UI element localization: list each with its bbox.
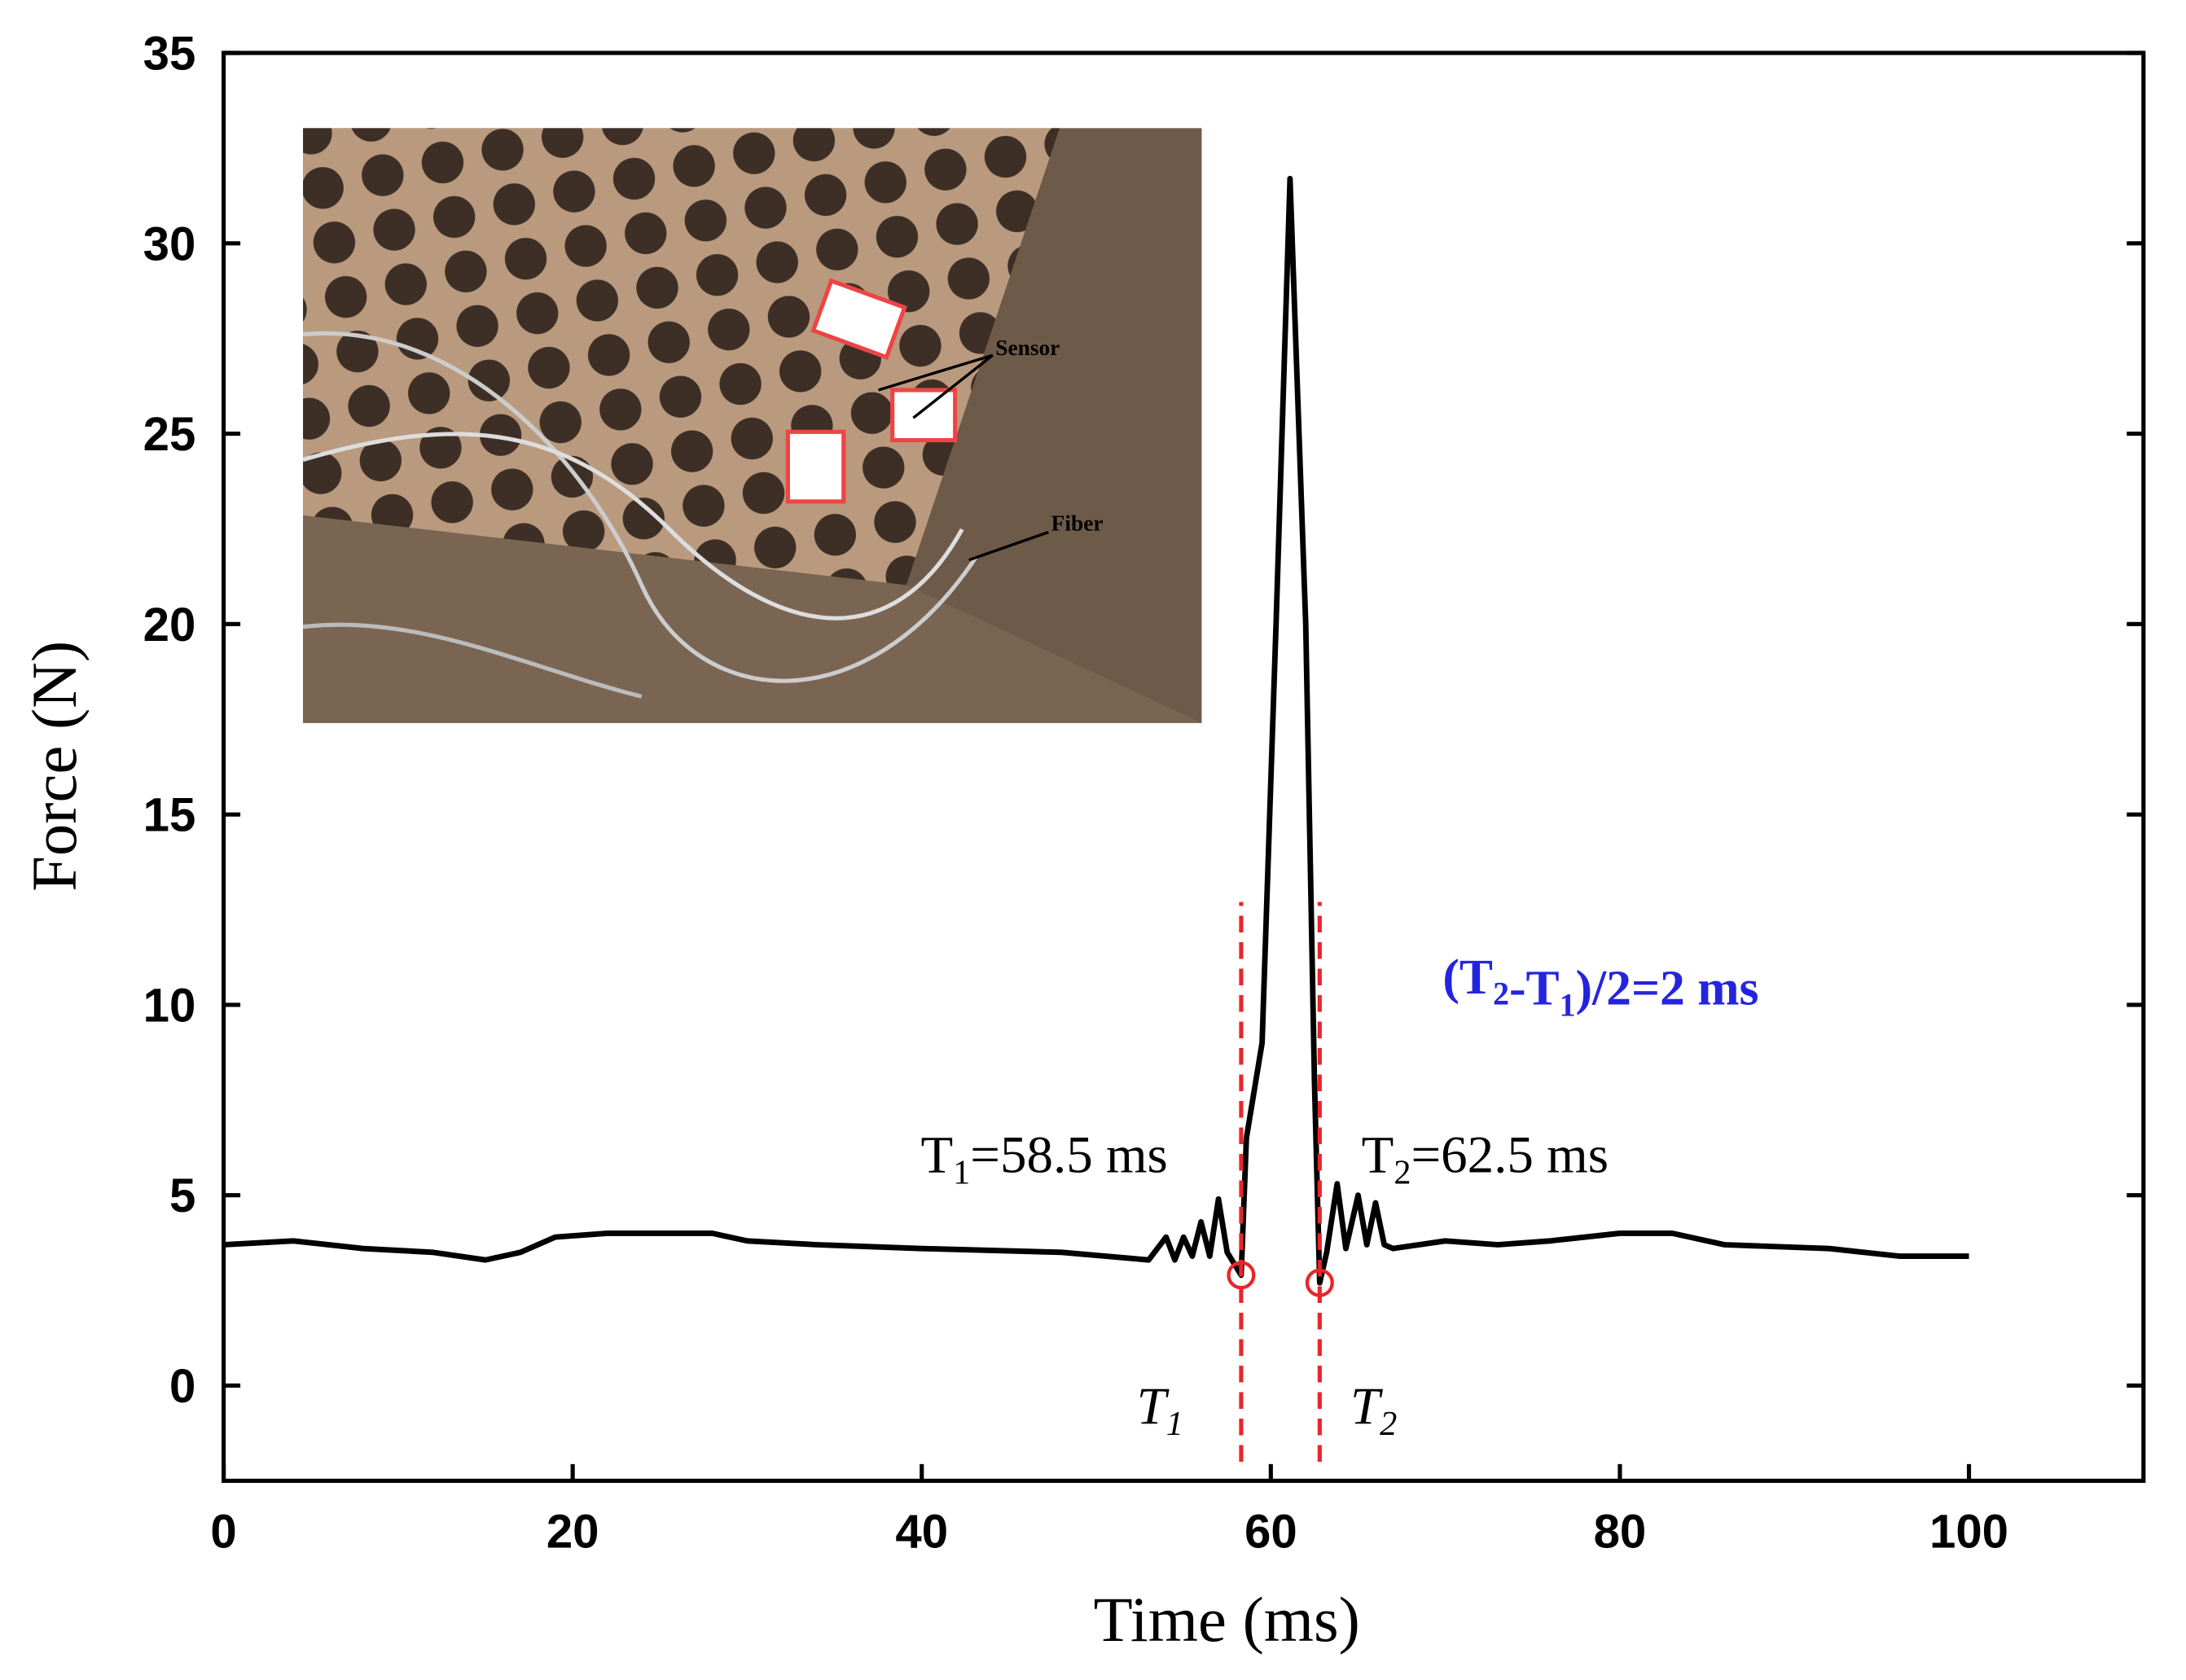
inset-photo: Sensor Fiber	[302, 128, 1202, 723]
plot-frame	[222, 50, 2146, 1483]
y-tick-label: 30	[143, 217, 196, 270]
y-tick-label: 20	[143, 599, 196, 651]
annotation-part: )/2=2 ms	[1576, 961, 1759, 1016]
annotation-part: T	[1362, 1126, 1394, 1185]
inset-label: Fiber	[1051, 511, 1104, 536]
x-axis-title: Time (ms)	[1094, 1585, 1360, 1656]
y-tick-label: 35	[143, 28, 196, 81]
x-tick-label: 40	[895, 1505, 948, 1558]
annotation: (T2-T1)/2=2 ms	[1442, 950, 1758, 1023]
annotation-part: =62.5 ms	[1411, 1126, 1609, 1185]
series-line	[223, 175, 1969, 1286]
annotation-part: -T	[1509, 961, 1560, 1016]
annotation-part: T	[1137, 1377, 1170, 1436]
inset-label: Sensor	[995, 336, 1060, 360]
y-tick-label: 15	[143, 789, 196, 842]
annotation: T1	[1137, 1377, 1183, 1443]
y-tick-label: 0	[169, 1360, 195, 1413]
y-tick-label: 25	[143, 408, 196, 461]
annotation-part: 1	[1166, 1405, 1183, 1443]
x-tick-label: 80	[1594, 1505, 1647, 1558]
x-tick-label: 20	[546, 1505, 599, 1558]
x-tick-label: 60	[1244, 1505, 1297, 1558]
annotation-part: 1	[953, 1153, 970, 1191]
annotation-part: 2	[1380, 1405, 1397, 1443]
annotation-part: =58.5 ms	[970, 1126, 1168, 1185]
annotation-part: 2	[1394, 1153, 1411, 1191]
event-marker	[1305, 1268, 1334, 1297]
y-tick-label: 10	[143, 979, 196, 1032]
annotation-part: 2	[1493, 976, 1509, 1012]
annotation: T2=62.5 ms	[1362, 1126, 1609, 1192]
y-axis-title: Force (N)	[20, 641, 90, 892]
annotation-part: T	[1350, 1377, 1383, 1436]
annotation-part: T	[920, 1126, 953, 1185]
event-marker	[1227, 1261, 1256, 1290]
annotation-part: 1	[1560, 986, 1576, 1023]
annotation: T1=58.5 ms	[920, 1126, 1167, 1192]
x-tick-label: 100	[1929, 1505, 2008, 1558]
x-tick-label: 0	[210, 1505, 236, 1558]
y-tick-label: 5	[169, 1169, 195, 1222]
annotation-part: (T	[1442, 950, 1493, 1005]
annotation: T2	[1350, 1377, 1397, 1443]
